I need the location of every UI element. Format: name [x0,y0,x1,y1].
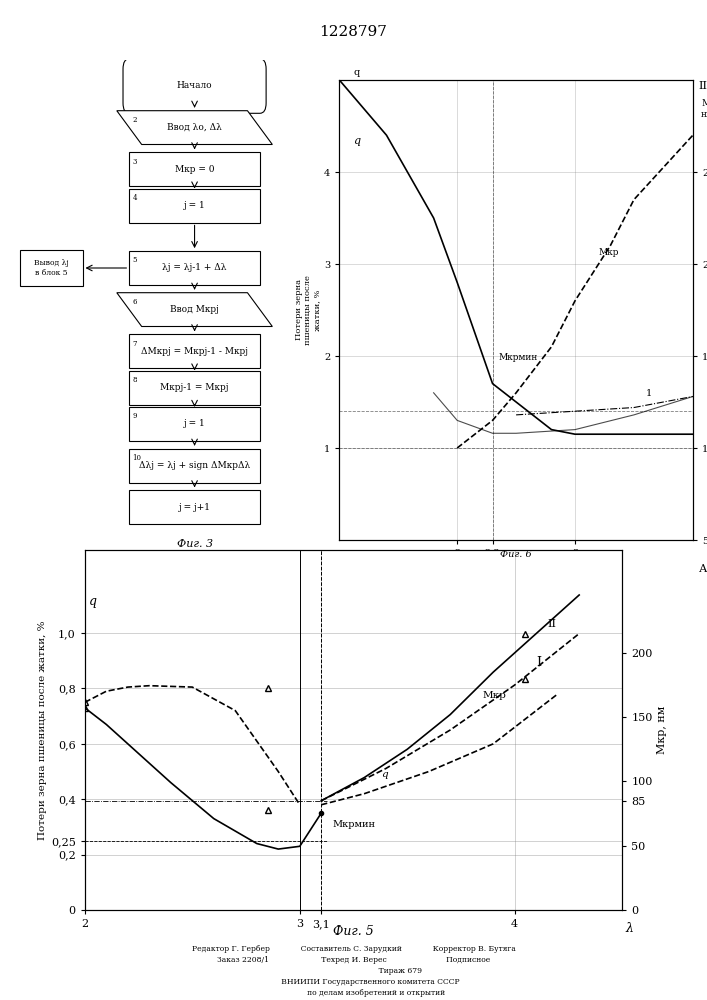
Text: Ввод λo, Δλ: Ввод λo, Δλ [167,123,222,132]
Text: Мкрмин: Мкрмин [332,820,375,829]
Text: Начало: Начало [177,82,212,91]
FancyBboxPatch shape [129,371,260,404]
Text: q: q [354,136,361,146]
Text: Мкрj-1 = Мкрj: Мкрj-1 = Мкрj [160,383,229,392]
Text: 9: 9 [132,412,137,420]
Text: 4: 4 [132,194,137,202]
Text: 10: 10 [132,454,141,462]
Y-axis label: Потери зерна пшеницы после жатки, %: Потери зерна пшеницы после жатки, % [37,620,47,840]
Y-axis label: Мкр, нм: Мкр, нм [657,706,667,754]
FancyBboxPatch shape [129,189,260,223]
FancyBboxPatch shape [129,490,260,524]
Text: Фиг. 5: Фиг. 5 [333,925,374,938]
FancyBboxPatch shape [129,251,260,285]
Text: Мкрмин: Мкрмин [498,353,538,362]
Text: Фиг. 6: Фиг. 6 [501,550,532,559]
Text: q: q [382,770,388,779]
Text: Δλj = λj + sign ΔМкрΔλ: Δλj = λj + sign ΔМкрΔλ [139,461,250,470]
Y-axis label: Потери зерна
пшеницы после
жатки, %: Потери зерна пшеницы после жатки, % [295,275,321,345]
Text: II: II [547,619,556,629]
Text: 3: 3 [132,157,136,165]
Text: А: А [699,564,707,574]
Text: Ввод Мкрj: Ввод Мкрj [170,305,219,314]
Text: λ: λ [625,922,633,935]
Text: Мкр: Мкр [599,248,619,257]
Text: 5: 5 [132,256,137,264]
Text: λj = λj-1 + Δλ: λj = λj-1 + Δλ [163,263,227,272]
Text: q: q [354,68,360,77]
Text: j = 1: j = 1 [184,201,206,210]
Text: 7: 7 [132,340,137,348]
FancyBboxPatch shape [129,152,260,186]
Text: j = j+1: j = j+1 [179,503,211,512]
FancyBboxPatch shape [129,407,260,441]
Text: q: q [89,595,97,608]
FancyBboxPatch shape [21,250,83,286]
Text: Мкр: Мкр [482,691,506,700]
FancyBboxPatch shape [123,59,266,113]
Text: 8: 8 [132,376,137,384]
Text: Мкр = 0: Мкр = 0 [175,165,214,174]
Text: 1228797: 1228797 [320,25,387,39]
FancyBboxPatch shape [129,334,260,368]
FancyBboxPatch shape [129,449,260,483]
Text: 2: 2 [132,116,137,124]
Text: Вывод λj
в блок 5: Вывод λj в блок 5 [34,259,69,277]
Polygon shape [117,111,272,144]
Text: 6: 6 [132,298,137,306]
Text: Мкр,
нм: Мкр, нм [701,99,707,119]
Text: ΔМкрj = Мкрj-1 - Мкрj: ΔМкрj = Мкрj-1 - Мкрj [141,347,248,356]
Text: j = 1: j = 1 [184,420,206,428]
Text: Фиг. 3: Фиг. 3 [177,539,213,549]
Text: Редактор Г. Гербер             Составитель С. Зарудкий             Корректор В. : Редактор Г. Гербер Составитель С. Зарудк… [192,945,515,1000]
Text: 1: 1 [645,389,652,398]
Text: II: II [699,81,707,91]
Polygon shape [117,293,272,326]
Text: I: I [536,656,541,669]
